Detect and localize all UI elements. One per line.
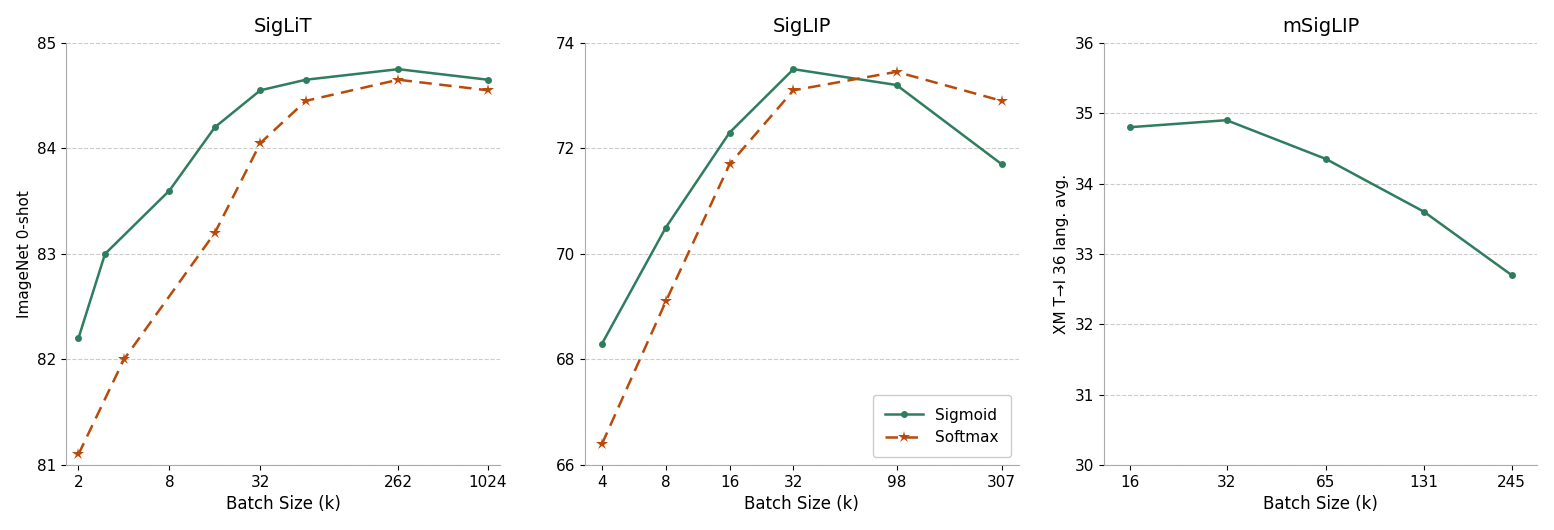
Softmax: [388, 76, 407, 83]
X-axis label: Batch Size (k): Batch Size (k): [1263, 496, 1378, 514]
Sigmoid: [1414, 208, 1433, 215]
Title: mSigLIP: mSigLIP: [1282, 16, 1360, 36]
Sigmoid: [297, 76, 315, 83]
Sigmoid: [252, 87, 270, 93]
Y-axis label: ImageNet 0-shot: ImageNet 0-shot: [17, 190, 31, 318]
Sigmoid: [592, 340, 611, 347]
Sigmoid: [785, 66, 803, 73]
X-axis label: Batch Size (k): Batch Size (k): [225, 496, 340, 514]
Softmax: [252, 140, 270, 146]
Sigmoid: [1316, 156, 1335, 162]
Line: Sigmoid: Sigmoid: [75, 66, 491, 342]
Softmax: [205, 229, 224, 236]
Softmax: [68, 452, 87, 458]
Sigmoid: [68, 335, 87, 341]
Title: SigLiT: SigLiT: [253, 16, 312, 36]
Sigmoid: [887, 82, 906, 88]
Sigmoid: [1503, 272, 1521, 278]
Sigmoid: [1120, 124, 1139, 130]
Sigmoid: [205, 124, 224, 130]
Softmax: [297, 98, 315, 104]
Softmax: [785, 87, 803, 93]
Softmax: [115, 356, 134, 363]
Line: Softmax: Softmax: [595, 66, 1009, 450]
Softmax: [656, 298, 674, 305]
Sigmoid: [1217, 117, 1235, 123]
Sigmoid: [160, 188, 179, 194]
Softmax: [721, 161, 740, 167]
Line: Sigmoid: Sigmoid: [1127, 117, 1515, 278]
Line: Sigmoid: Sigmoid: [598, 66, 1005, 347]
Softmax: [993, 98, 1012, 104]
Sigmoid: [993, 161, 1012, 167]
X-axis label: Batch Size (k): Batch Size (k): [744, 496, 859, 514]
Sigmoid: [656, 224, 674, 231]
Sigmoid: [721, 129, 740, 136]
Y-axis label: XM T→I 36 lang. avg.: XM T→I 36 lang. avg.: [1054, 174, 1069, 334]
Sigmoid: [388, 66, 407, 73]
Legend: Sigmoid, Softmax: Sigmoid, Softmax: [873, 395, 1012, 457]
Title: SigLIP: SigLIP: [772, 16, 831, 36]
Softmax: [887, 68, 906, 75]
Line: Softmax: Softmax: [71, 74, 494, 461]
Softmax: [592, 441, 611, 447]
Sigmoid: [96, 251, 115, 257]
Softmax: [479, 87, 497, 93]
Sigmoid: [479, 76, 497, 83]
